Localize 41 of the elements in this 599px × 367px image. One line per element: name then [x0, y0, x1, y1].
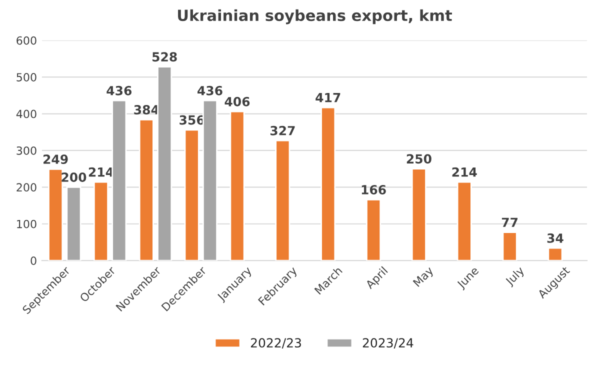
data-label: 77 — [502, 218, 518, 227]
legend-label: 2023/24 — [362, 338, 414, 349]
bar — [66, 186, 82, 261]
data-label: 214 — [88, 167, 114, 177]
legend-label: 2022/23 — [250, 338, 301, 349]
bar — [411, 168, 426, 261]
chart-title: Ukrainian soybeans export, kmt — [178, 9, 452, 24]
data-label: 436 — [106, 86, 132, 96]
data-label: 166 — [362, 185, 386, 194]
data-label: 417 — [316, 93, 340, 102]
bar — [320, 106, 336, 261]
bar — [275, 140, 290, 261]
data-label: 436 — [198, 86, 222, 96]
data-label: 250 — [406, 154, 432, 164]
data-label: 214 — [452, 167, 477, 177]
y-tick-label: 400 — [16, 110, 36, 118]
data-label: 528 — [152, 52, 177, 62]
data-label: 249 — [44, 154, 68, 164]
bar — [202, 100, 218, 261]
bar — [157, 66, 172, 261]
data-label: 200 — [62, 172, 86, 182]
y-tick-label: 200 — [16, 183, 36, 192]
data-label: 34 — [547, 233, 564, 243]
bar — [456, 181, 472, 261]
y-tick-label: 0 — [30, 256, 36, 265]
y-tick-label: 100 — [17, 220, 36, 228]
bar — [366, 198, 382, 261]
bar — [184, 129, 200, 261]
y-tick-label: 600 — [16, 36, 36, 45]
bar — [502, 232, 518, 261]
data-label: 406 — [224, 96, 250, 106]
bar — [112, 100, 127, 261]
data-label: 384 — [134, 104, 159, 114]
bar — [138, 118, 154, 261]
data-label: 327 — [270, 126, 295, 136]
y-tick-label: 500 — [16, 73, 36, 82]
bar — [230, 110, 245, 261]
bar — [48, 168, 64, 261]
y-tick-label: 300 — [16, 146, 36, 155]
bar — [93, 181, 108, 261]
bar — [548, 247, 563, 261]
